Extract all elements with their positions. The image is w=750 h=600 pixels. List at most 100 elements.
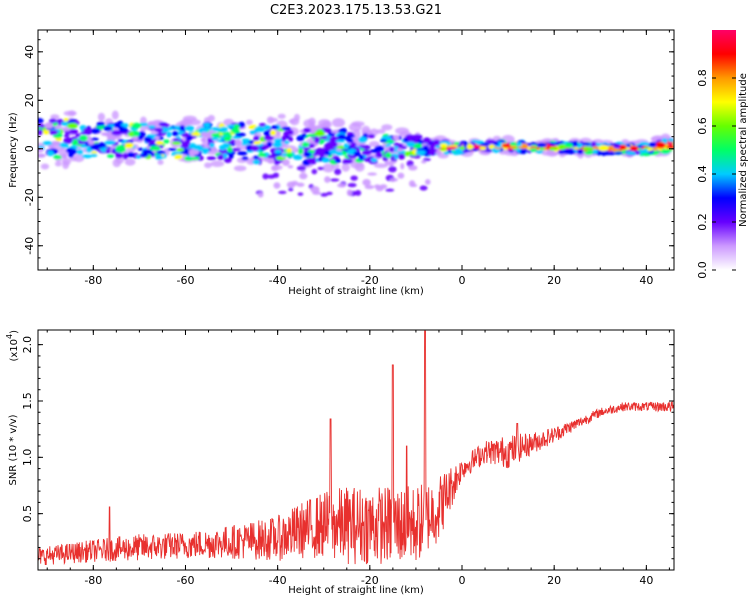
heatmap-cell [63,134,70,138]
heatmap-cell [54,161,62,167]
heatmap-cell [179,124,186,131]
heatmap-cell [379,139,387,143]
heatmap-cell [119,127,128,133]
heatmap-cell [184,125,195,131]
heatmap-cell [318,119,331,128]
heatmap-cell [228,153,234,160]
heatmap-cell [106,154,115,158]
heatmap-cell [668,138,674,142]
heatmap-cell [375,151,383,158]
heatmap-cell [296,182,305,187]
heatmap-cell [648,142,657,148]
heatmap-cell [619,144,627,150]
heatmap-cell [263,125,271,130]
heatmap-cell [361,145,371,150]
heatmap-cell [408,165,418,171]
heatmap-cell [303,151,312,158]
heatmap-cell [263,130,272,137]
snr-line-layer [38,330,674,566]
heatmap-cell [268,117,279,123]
heatmap-cell [261,144,269,150]
heatmap-cell [73,153,85,163]
y-tick-label: 1.5 [21,392,34,410]
heatmap-cell [287,129,294,136]
heatmap-cell [210,160,225,167]
heatmap-cell [370,157,378,163]
heatmap-cell [223,157,232,163]
heatmap-cell [235,132,246,137]
heatmap-cell [193,145,204,152]
heatmap-cell [319,147,325,154]
heatmap-cell [209,142,215,149]
heatmap-cell [376,129,386,134]
heatmap-cell [403,151,411,157]
snr-panel: -80 -60 -40 -20 0 20 40 2.0 1.5 1.0 0.5 Height of… [5,329,675,596]
heatmap-cell [148,125,156,129]
heatmap-cell [535,150,544,154]
heatmap-cell [190,132,202,136]
y-tick-label: 0 [23,145,36,152]
bottom-x-axis: -80 -60 -40 -20 0 20 40 [46,330,670,587]
heatmap-cell [354,162,365,172]
heatmap-cell [90,127,101,134]
heatmap-cell [252,159,261,165]
heatmap-cell [283,140,290,145]
heatmap-cell [157,159,164,165]
heatmap-cell [245,119,253,126]
heatmap-cell [111,130,123,136]
heatmap-cell [50,114,60,120]
heatmap-cell [392,134,400,141]
heatmap-cell [49,129,58,136]
heatmap-cell [293,113,300,122]
heatmap-cell [424,139,434,143]
heatmap-cell [258,123,267,127]
heatmap-cell [581,142,591,146]
heatmap-cell [167,126,174,131]
heatmap-cell [159,123,171,127]
colorbar-tick-label: 0.0 [696,261,709,279]
heatmap-cell [479,142,491,147]
heatmap-cell [66,122,78,129]
heatmap-cell [267,154,277,159]
x-tick-label: -80 [84,274,102,287]
heatmap-cell [63,110,77,116]
colorbar: 0.0 0.2 0.4 0.6 0.8 Normalized spectral ampl… [696,30,749,279]
heatmap-cell [410,183,418,188]
heatmap-cell [71,148,77,155]
heatmap-cell [397,153,406,160]
heatmap-cell [272,172,280,178]
heatmap-cell [137,147,144,151]
heatmap-cell [335,139,345,143]
heatmap-cell [389,177,399,182]
heatmap-cell [296,135,305,142]
chart-title: C2E3.2023.175.13.53.G21 [270,3,442,18]
heatmap-cell [174,154,183,160]
heatmap-cell [288,119,296,124]
colorbar-gradient [712,30,736,270]
heatmap-cell [254,126,265,133]
heatmap-cell [296,165,306,171]
heatmap-cell [201,147,210,154]
heatmap-cell [331,130,339,134]
heatmap-layer [38,110,674,198]
heatmap-cell [250,145,260,152]
heatmap-cell [53,154,62,160]
heatmap-cell [81,154,93,159]
heatmap-cell [230,127,240,134]
heatmap-cell [479,146,487,151]
heatmap-cell [282,159,290,167]
heatmap-cell [385,152,392,159]
heatmap-cell [311,168,318,175]
heatmap-cell [334,158,341,164]
heatmap-cell [536,142,548,148]
heatmap-cell [406,141,416,148]
bottom-y-axis: 2.0 1.5 1.0 0.5 [21,336,674,560]
heatmap-cell [330,163,340,169]
y-tick-label: 0.5 [21,505,34,523]
heatmap-cell [412,144,422,149]
heatmap-cell [381,124,393,131]
heatmap-cell [200,137,207,143]
heatmap-cell [509,142,517,147]
heatmap-cell [138,134,144,141]
